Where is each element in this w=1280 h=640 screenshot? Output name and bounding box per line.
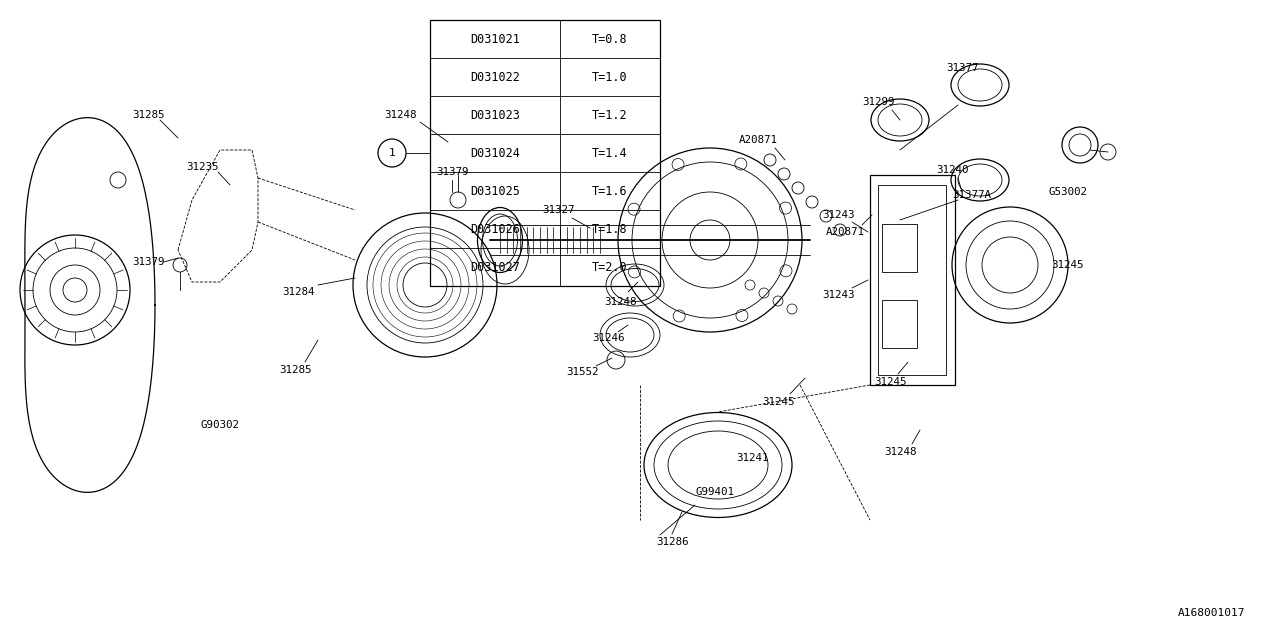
Text: 31379: 31379 — [435, 167, 468, 177]
Text: D031025: D031025 — [470, 184, 520, 198]
Text: T=1.8: T=1.8 — [593, 223, 627, 236]
Bar — [882, 300, 916, 348]
Text: 31245: 31245 — [874, 377, 906, 387]
Text: D031027: D031027 — [470, 260, 520, 273]
Text: D031021: D031021 — [470, 33, 520, 45]
Text: 31243: 31243 — [822, 290, 854, 300]
Text: 31377: 31377 — [946, 63, 978, 73]
Text: 31248: 31248 — [883, 447, 916, 457]
Bar — [870, 175, 955, 385]
Text: A20871: A20871 — [826, 227, 864, 237]
Text: T=1.2: T=1.2 — [593, 109, 627, 122]
Text: 1: 1 — [389, 148, 396, 158]
Text: 31552: 31552 — [566, 367, 598, 377]
Text: T=1.4: T=1.4 — [593, 147, 627, 159]
Text: T=1.6: T=1.6 — [593, 184, 627, 198]
Text: 31327: 31327 — [541, 205, 575, 215]
Text: 31286: 31286 — [655, 537, 689, 547]
Text: 31246: 31246 — [591, 333, 625, 343]
Text: 31285: 31285 — [132, 110, 164, 120]
Text: T=0.8: T=0.8 — [593, 33, 627, 45]
Bar — [878, 185, 946, 375]
Text: G90302: G90302 — [201, 420, 239, 430]
Text: D031024: D031024 — [470, 147, 520, 159]
Text: 31377A: 31377A — [952, 190, 992, 200]
Text: D031026: D031026 — [470, 223, 520, 236]
Text: 31379: 31379 — [132, 257, 164, 267]
Text: 31248: 31248 — [384, 110, 416, 120]
Bar — [430, 20, 660, 286]
Bar — [882, 224, 916, 272]
Text: T=1.0: T=1.0 — [593, 70, 627, 83]
Text: 31243: 31243 — [822, 210, 854, 220]
Text: 31235: 31235 — [186, 162, 219, 172]
Text: D031023: D031023 — [470, 109, 520, 122]
Text: 31241: 31241 — [736, 453, 768, 463]
Text: 31299: 31299 — [861, 97, 895, 107]
Text: A168001017: A168001017 — [1178, 608, 1245, 618]
Text: 31245: 31245 — [762, 397, 795, 407]
Text: T=2.0: T=2.0 — [593, 260, 627, 273]
Text: G53002: G53002 — [1048, 187, 1088, 197]
Text: 31248: 31248 — [604, 297, 636, 307]
Text: 31240: 31240 — [936, 165, 968, 175]
Text: D031022: D031022 — [470, 70, 520, 83]
Text: 31245: 31245 — [1052, 260, 1084, 270]
Text: G99401: G99401 — [695, 487, 735, 497]
Text: 31285: 31285 — [279, 365, 311, 375]
Text: 31284: 31284 — [282, 287, 315, 297]
Text: A20871: A20871 — [739, 135, 777, 145]
